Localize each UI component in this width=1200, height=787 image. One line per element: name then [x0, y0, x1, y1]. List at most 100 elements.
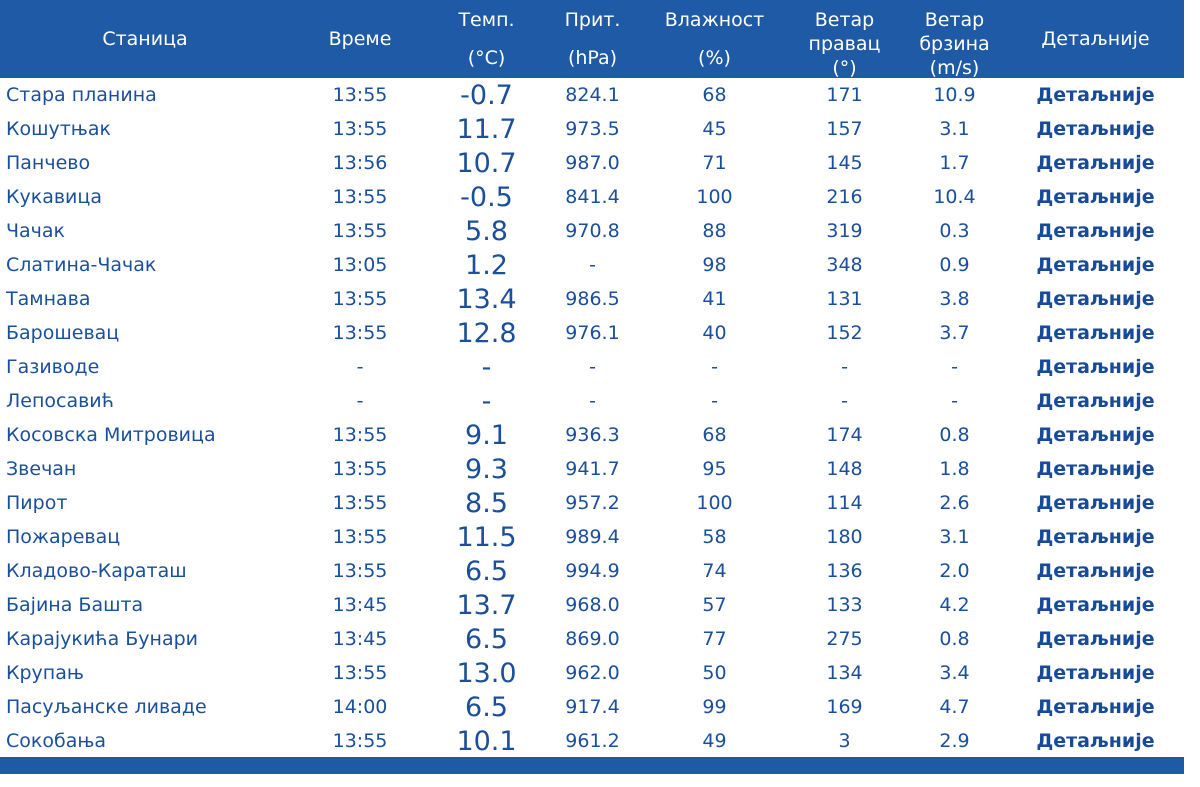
- temperature-cell: 10.1: [456, 725, 517, 757]
- header-station-label: Станица: [102, 28, 188, 50]
- details-link[interactable]: Детаљније: [1036, 492, 1155, 514]
- details-link[interactable]: Детаљније: [1036, 254, 1155, 276]
- wind-speed-cell: 3.7: [939, 322, 970, 344]
- wind-direction-cell: 171: [826, 84, 863, 106]
- time-cell: -: [356, 390, 364, 412]
- temperature-cell: 10.7: [456, 147, 517, 179]
- table-row: Чачак 13:55 5.8 970.8 88 319 0.3 Детаљније: [0, 214, 1184, 248]
- header-wind-direction-label-1: Ветар: [814, 9, 875, 31]
- time-cell: 13:55: [332, 220, 388, 242]
- time-cell: 14:00: [332, 696, 388, 718]
- humidity-cell: 41: [702, 288, 727, 310]
- wind-direction-cell: 169: [826, 696, 863, 718]
- details-link[interactable]: Детаљније: [1036, 594, 1155, 616]
- station-name: Карајукића Бунари: [6, 628, 199, 650]
- details-link[interactable]: Детаљније: [1036, 356, 1155, 378]
- time-cell: 13:55: [332, 560, 388, 582]
- header-wind-direction-unit: (°): [832, 57, 857, 79]
- details-link[interactable]: Детаљније: [1036, 662, 1155, 684]
- header-wind-speed: Ветар брзина (m/s): [902, 0, 1007, 79]
- table-row: Косовска Митровица 13:55 9.1 936.3 68 174 0.8 Д…: [0, 418, 1184, 452]
- details-link[interactable]: Детаљније: [1036, 84, 1155, 106]
- details-link[interactable]: Детаљније: [1036, 390, 1155, 412]
- pressure-cell: 957.2: [565, 492, 620, 514]
- station-name: Пасуљанске ливаде: [6, 696, 207, 718]
- details-link[interactable]: Детаљније: [1036, 560, 1155, 582]
- wind-speed-cell: 3.8: [939, 288, 970, 310]
- pressure-cell: 936.3: [565, 424, 620, 446]
- wind-speed-cell: 2.9: [939, 730, 970, 752]
- weather-stations-panel: Станица Време Темп. (°C) Прит. (hPa): [0, 0, 1184, 758]
- time-cell: 13:55: [332, 662, 388, 684]
- header-pressure-unit: (hPa): [567, 47, 618, 69]
- humidity-cell: 68: [702, 424, 727, 446]
- table-header: Станица Време Темп. (°C) Прит. (hPa): [0, 0, 1184, 79]
- wind-speed-cell: 4.2: [939, 594, 970, 616]
- time-cell: 13:56: [332, 152, 388, 174]
- table-row: Слатина-Чачак 13:05 1.2 - 98 348 0.9 Детаљније: [0, 248, 1184, 282]
- pressure-cell: 987.0: [565, 152, 620, 174]
- wind-speed-cell: 3.4: [939, 662, 970, 684]
- footer-bar: [0, 757, 1184, 774]
- details-link[interactable]: Детаљније: [1036, 526, 1155, 548]
- humidity-cell: 68: [702, 84, 727, 106]
- details-link[interactable]: Детаљније: [1036, 152, 1155, 174]
- station-name: Кладово-Караташ: [6, 560, 187, 582]
- wind-speed-cell: 4.7: [939, 696, 970, 718]
- header-wind-speed-label-1: Ветар: [924, 9, 985, 31]
- wind-direction-cell: 148: [826, 458, 863, 480]
- pressure-cell: -: [589, 254, 596, 276]
- station-name: Кошутњак: [6, 118, 112, 140]
- temperature-cell: -0.5: [460, 181, 513, 213]
- station-name: Звечан: [6, 458, 77, 480]
- temperature-cell: 13.4: [456, 283, 517, 315]
- details-link[interactable]: Детаљније: [1036, 424, 1155, 446]
- header-station: Станица: [0, 0, 290, 78]
- table-row: Лепосавић - - - - - - Детаљније: [0, 384, 1184, 418]
- table-row: Тамнава 13:55 13.4 986.5 41 131 3.8 Детаљније: [0, 282, 1184, 316]
- details-link[interactable]: Детаљније: [1036, 628, 1155, 650]
- wind-speed-cell: 0.9: [939, 254, 970, 276]
- station-name: Косовска Митровица: [6, 424, 216, 446]
- wind-direction-cell: 131: [826, 288, 863, 310]
- humidity-cell: 57: [702, 594, 727, 616]
- wind-direction-cell: -: [841, 356, 848, 378]
- details-link[interactable]: Детаљније: [1036, 288, 1155, 310]
- pressure-cell: 968.0: [565, 594, 620, 616]
- humidity-cell: -: [711, 356, 718, 378]
- pressure-cell: 994.9: [565, 560, 620, 582]
- temperature-cell: 1.2: [465, 249, 508, 281]
- wind-speed-cell: 2.0: [939, 560, 970, 582]
- temperature-cell: 9.1: [465, 419, 508, 451]
- header-pressure-label: Прит.: [564, 9, 621, 31]
- header-wind-speed-unit: (m/s): [929, 57, 980, 79]
- time-cell: 13:55: [332, 118, 388, 140]
- temperature-cell: 8.5: [465, 487, 508, 519]
- details-link[interactable]: Детаљније: [1036, 730, 1155, 752]
- details-link[interactable]: Детаљније: [1036, 220, 1155, 242]
- wind-speed-cell: -: [951, 356, 958, 378]
- humidity-cell: -: [711, 390, 718, 412]
- pressure-cell: 841.4: [565, 186, 620, 208]
- wind-direction-cell: 136: [826, 560, 863, 582]
- header-wind-speed-label-2: брзина: [919, 33, 990, 55]
- details-link[interactable]: Детаљније: [1036, 322, 1155, 344]
- wind-direction-cell: 275: [826, 628, 863, 650]
- time-cell: 13:55: [332, 492, 388, 514]
- temperature-cell: 12.8: [456, 317, 517, 349]
- wind-speed-cell: 0.8: [939, 424, 970, 446]
- table-row: Сокобања 13:55 10.1 961.2 49 3 2.9 Детаљније: [0, 724, 1184, 758]
- table-row: Бајина Башта 13:45 13.7 968.0 57 133 4.2 Детаљн…: [0, 588, 1184, 622]
- humidity-cell: 98: [702, 254, 727, 276]
- details-link[interactable]: Детаљније: [1036, 696, 1155, 718]
- details-link[interactable]: Детаљније: [1036, 118, 1155, 140]
- pressure-cell: 941.7: [565, 458, 620, 480]
- pressure-cell: 970.8: [565, 220, 620, 242]
- details-link[interactable]: Детаљније: [1036, 186, 1155, 208]
- humidity-cell: 40: [702, 322, 727, 344]
- weather-table: Станица Време Темп. (°C) Прит. (hPa): [0, 0, 1184, 758]
- temperature-cell: -: [481, 351, 492, 383]
- pressure-cell: 961.2: [565, 730, 620, 752]
- time-cell: 13:55: [332, 424, 388, 446]
- details-link[interactable]: Детаљније: [1036, 458, 1155, 480]
